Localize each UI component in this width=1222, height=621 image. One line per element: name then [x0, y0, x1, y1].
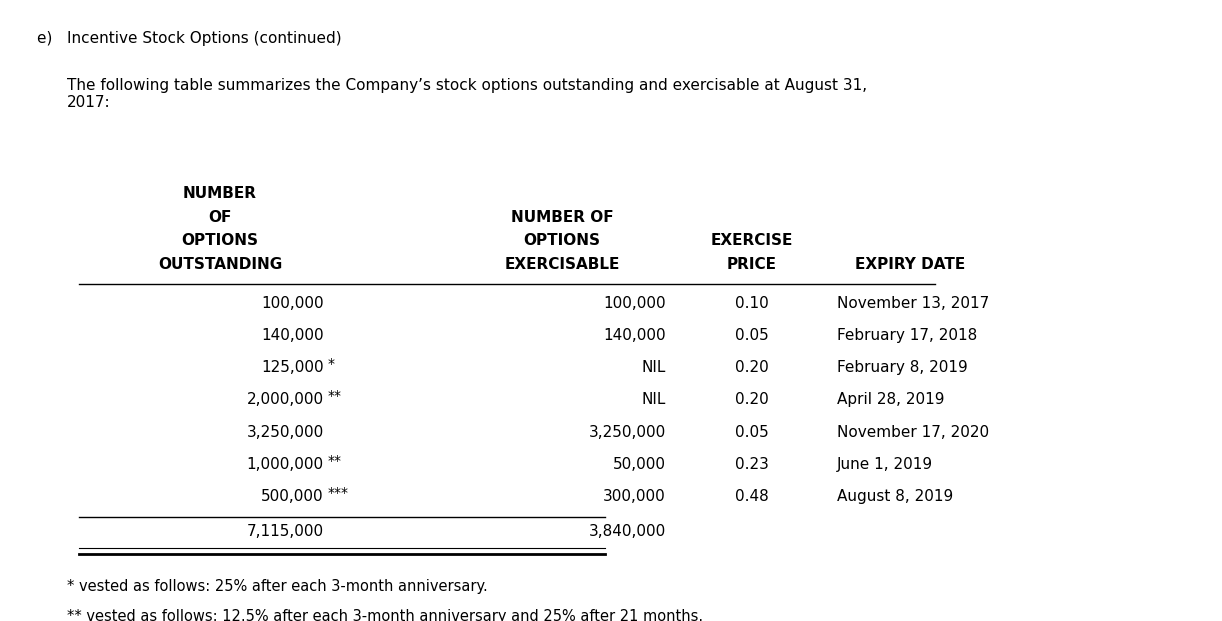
Text: NIL: NIL — [642, 360, 666, 375]
Text: August 8, 2019: August 8, 2019 — [837, 489, 953, 504]
Text: OUTSTANDING: OUTSTANDING — [158, 257, 282, 272]
Text: February 17, 2018: February 17, 2018 — [837, 328, 978, 343]
Text: NUMBER: NUMBER — [183, 186, 257, 201]
Text: 0.05: 0.05 — [734, 425, 769, 440]
Text: OPTIONS: OPTIONS — [181, 233, 259, 248]
Text: *: * — [327, 357, 335, 371]
Text: 125,000: 125,000 — [262, 360, 324, 375]
Text: OPTIONS: OPTIONS — [523, 233, 601, 248]
Text: 0.05: 0.05 — [734, 328, 769, 343]
Text: 0.10: 0.10 — [734, 296, 769, 310]
Text: April 28, 2019: April 28, 2019 — [837, 392, 945, 407]
Text: PRICE: PRICE — [727, 257, 776, 272]
Text: February 8, 2019: February 8, 2019 — [837, 360, 968, 375]
Text: 7,115,000: 7,115,000 — [247, 524, 324, 539]
Text: EXPIRY DATE: EXPIRY DATE — [855, 257, 965, 272]
Text: EXERCISE: EXERCISE — [710, 233, 793, 248]
Text: 0.23: 0.23 — [734, 457, 769, 472]
Text: November 17, 2020: November 17, 2020 — [837, 425, 989, 440]
Text: 2,000,000: 2,000,000 — [247, 392, 324, 407]
Text: 3,250,000: 3,250,000 — [589, 425, 666, 440]
Text: 0.20: 0.20 — [734, 360, 769, 375]
Text: November 13, 2017: November 13, 2017 — [837, 296, 990, 310]
Text: 0.20: 0.20 — [734, 392, 769, 407]
Text: 140,000: 140,000 — [604, 328, 666, 343]
Text: NUMBER OF: NUMBER OF — [511, 210, 613, 225]
Text: OF: OF — [208, 210, 232, 225]
Text: 3,250,000: 3,250,000 — [247, 425, 324, 440]
Text: 100,000: 100,000 — [604, 296, 666, 310]
Text: e)   Incentive Stock Options (continued): e) Incentive Stock Options (continued) — [37, 31, 341, 46]
Text: 140,000: 140,000 — [262, 328, 324, 343]
Text: ** vested as follows: 12.5% after each 3-month anniversary and 25% after 21 mont: ** vested as follows: 12.5% after each 3… — [67, 609, 704, 621]
Text: 500,000: 500,000 — [262, 489, 324, 504]
Text: June 1, 2019: June 1, 2019 — [837, 457, 934, 472]
Text: **: ** — [327, 389, 341, 404]
Text: * vested as follows: 25% after each 3-month anniversary.: * vested as follows: 25% after each 3-mo… — [67, 579, 488, 594]
Text: ***: *** — [327, 486, 348, 501]
Text: 1,000,000: 1,000,000 — [247, 457, 324, 472]
Text: 0.48: 0.48 — [734, 489, 769, 504]
Text: 300,000: 300,000 — [604, 489, 666, 504]
Text: The following table summarizes the Company’s stock options outstanding and exerc: The following table summarizes the Compa… — [67, 78, 868, 110]
Text: 50,000: 50,000 — [613, 457, 666, 472]
Text: 100,000: 100,000 — [262, 296, 324, 310]
Text: NIL: NIL — [642, 392, 666, 407]
Text: **: ** — [327, 454, 341, 468]
Text: EXERCISABLE: EXERCISABLE — [505, 257, 620, 272]
Text: 3,840,000: 3,840,000 — [589, 524, 666, 539]
